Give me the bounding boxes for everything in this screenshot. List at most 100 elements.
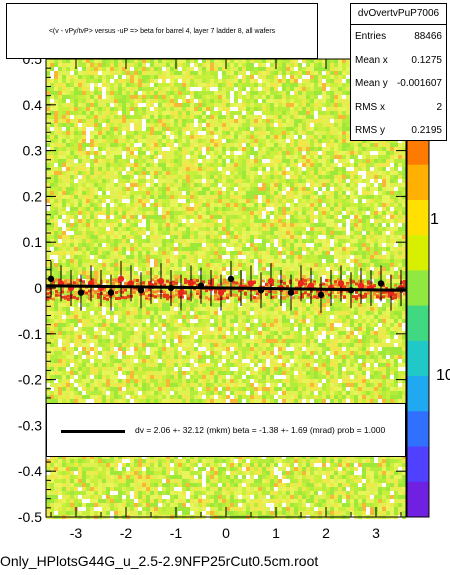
heatmap-cell xyxy=(258,123,262,127)
heatmap-cell xyxy=(238,95,242,99)
heatmap-cell xyxy=(258,79,262,83)
heatmap-cell xyxy=(266,83,270,87)
heatmap-cell xyxy=(230,235,234,239)
heatmap-cell xyxy=(246,203,250,207)
heatmap-cell xyxy=(46,67,50,71)
heatmap-cell xyxy=(150,127,154,131)
heatmap-cell xyxy=(238,151,242,155)
heatmap-cell xyxy=(302,111,306,115)
heatmap-cell xyxy=(286,175,290,179)
heatmap-cell xyxy=(138,71,142,75)
heatmap-cell xyxy=(278,79,282,83)
heatmap-cell xyxy=(262,163,266,167)
heatmap-cell xyxy=(154,263,158,267)
heatmap-cell xyxy=(322,115,326,119)
heatmap-cell xyxy=(178,159,182,163)
heatmap-cell xyxy=(238,131,242,135)
heatmap-cell xyxy=(206,247,210,251)
heatmap-cell xyxy=(190,231,194,235)
heatmap-cell xyxy=(46,199,50,203)
heatmap-cell xyxy=(46,147,50,151)
heatmap-cell xyxy=(258,159,262,163)
heatmap-cell xyxy=(286,235,290,239)
heatmap-cell xyxy=(266,159,270,163)
heatmap-cell xyxy=(234,175,238,179)
heatmap-cell xyxy=(302,183,306,187)
heatmap-cell xyxy=(98,167,102,171)
heatmap-cell xyxy=(218,183,222,187)
heatmap-cell xyxy=(170,91,174,95)
heatmap-cell xyxy=(146,131,150,135)
heatmap-cell xyxy=(202,239,206,243)
heatmap-cell xyxy=(226,179,230,183)
heatmap-cell xyxy=(54,79,58,83)
heatmap-cell xyxy=(270,59,274,63)
heatmap-cell xyxy=(330,267,334,271)
heatmap-cell xyxy=(374,275,378,279)
heatmap-cell xyxy=(250,175,254,179)
heatmap-cell xyxy=(346,239,350,243)
heatmap-cell xyxy=(214,107,218,111)
heatmap-cell xyxy=(90,195,94,199)
heatmap-cell xyxy=(210,83,214,87)
heatmap-cell xyxy=(246,191,250,195)
heatmap-cell xyxy=(146,223,150,227)
heatmap-cell xyxy=(366,251,370,255)
heatmap-cell xyxy=(166,67,170,71)
heatmap-cell xyxy=(274,143,278,147)
heatmap-cell xyxy=(102,67,106,71)
heatmap-cell xyxy=(186,211,190,215)
heatmap-cell xyxy=(166,267,170,271)
heatmap-cell xyxy=(162,123,166,127)
heatmap-cell xyxy=(322,207,326,211)
heatmap-cell xyxy=(174,111,178,115)
heatmap-cell xyxy=(138,235,142,239)
heatmap-cell xyxy=(278,191,282,195)
heatmap-cell xyxy=(370,207,374,211)
heatmap-cell xyxy=(286,67,290,71)
heatmap-cell xyxy=(294,135,298,139)
heatmap-cell xyxy=(246,231,250,235)
heatmap-cell xyxy=(262,159,266,163)
heatmap-cell xyxy=(370,203,374,207)
heatmap-cell xyxy=(162,259,166,263)
heatmap-cell xyxy=(102,99,106,103)
heatmap-cell xyxy=(202,111,206,115)
heatmap-cell xyxy=(118,159,122,163)
heatmap-cell xyxy=(378,255,382,259)
heatmap-cell xyxy=(258,271,262,275)
heatmap-cell xyxy=(278,83,282,87)
heatmap-cell xyxy=(278,131,282,135)
heatmap-cell xyxy=(330,115,334,119)
heatmap-cell xyxy=(86,63,90,67)
heatmap-cell xyxy=(226,239,230,243)
heatmap-cell xyxy=(238,235,242,239)
heatmap-cell xyxy=(374,159,378,163)
heatmap-cell xyxy=(74,203,78,207)
heatmap-cell xyxy=(222,195,226,199)
heatmap-cell xyxy=(94,179,98,183)
heatmap-cell xyxy=(346,131,350,135)
heatmap-cell xyxy=(194,247,198,251)
heatmap-cell xyxy=(354,203,358,207)
heatmap-cell xyxy=(206,199,210,203)
heatmap-cell xyxy=(258,247,262,251)
heatmap-cell xyxy=(322,187,326,191)
heatmap-cell xyxy=(290,87,294,91)
heatmap-cell xyxy=(50,243,54,247)
heatmap-cell xyxy=(106,251,110,255)
heatmap-cell xyxy=(70,111,74,115)
heatmap-cell xyxy=(302,231,306,235)
heatmap-cell xyxy=(346,63,350,67)
heatmap-cell xyxy=(86,219,90,223)
heatmap-cell xyxy=(358,191,362,195)
heatmap-cell xyxy=(110,67,114,71)
heatmap-cell xyxy=(194,227,198,231)
heatmap-cell xyxy=(278,259,282,263)
heatmap-cell xyxy=(50,191,54,195)
heatmap-cell xyxy=(118,219,122,223)
heatmap-cell xyxy=(134,267,138,271)
heatmap-cell xyxy=(54,59,58,63)
heatmap-cell xyxy=(202,219,206,223)
heatmap-cell xyxy=(282,71,286,75)
